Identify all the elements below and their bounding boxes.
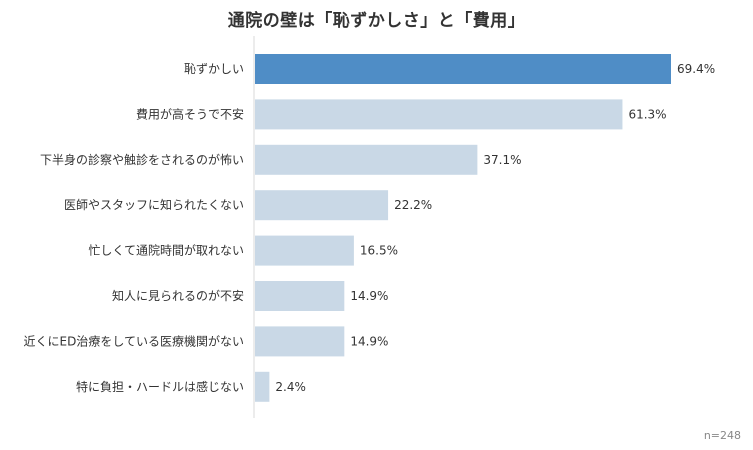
value-label: 14.9%	[350, 334, 388, 348]
bar	[255, 371, 270, 402]
bar	[255, 54, 671, 84]
value-label: 22.2%	[394, 198, 432, 212]
category-label: 忙しくて通院時間が取れない	[88, 243, 244, 258]
value-label: 69.4%	[677, 62, 715, 76]
category-label: 特に負担・ハードルは感じない	[76, 379, 244, 394]
bar	[255, 144, 478, 175]
value-label: 16.5%	[360, 244, 398, 258]
category-label: 費用が高そうで不安	[136, 106, 244, 121]
chart-title: 通院の壁は「恥ずかしさ」と「費用」	[227, 11, 526, 31]
sample-size-note: n=248	[703, 429, 741, 442]
bar	[255, 281, 345, 311]
bar	[255, 326, 345, 357]
category-label: 知人に見られるのが不安	[112, 288, 244, 303]
value-label: 2.4%	[275, 380, 306, 394]
bar	[255, 190, 389, 221]
category-label: 医師やスタッフに知られたくない	[64, 198, 244, 212]
value-label: 61.3%	[628, 107, 666, 121]
value-label: 14.9%	[350, 289, 388, 303]
category-label: 近くにED治療をしている医療機関がない	[24, 333, 244, 348]
value-label: 37.1%	[483, 153, 521, 167]
bar	[255, 99, 623, 130]
category-label: 恥ずかしい	[184, 62, 244, 76]
category-label: 下半身の診察や触診をされるのが怖い	[40, 152, 244, 167]
bar	[255, 235, 354, 266]
